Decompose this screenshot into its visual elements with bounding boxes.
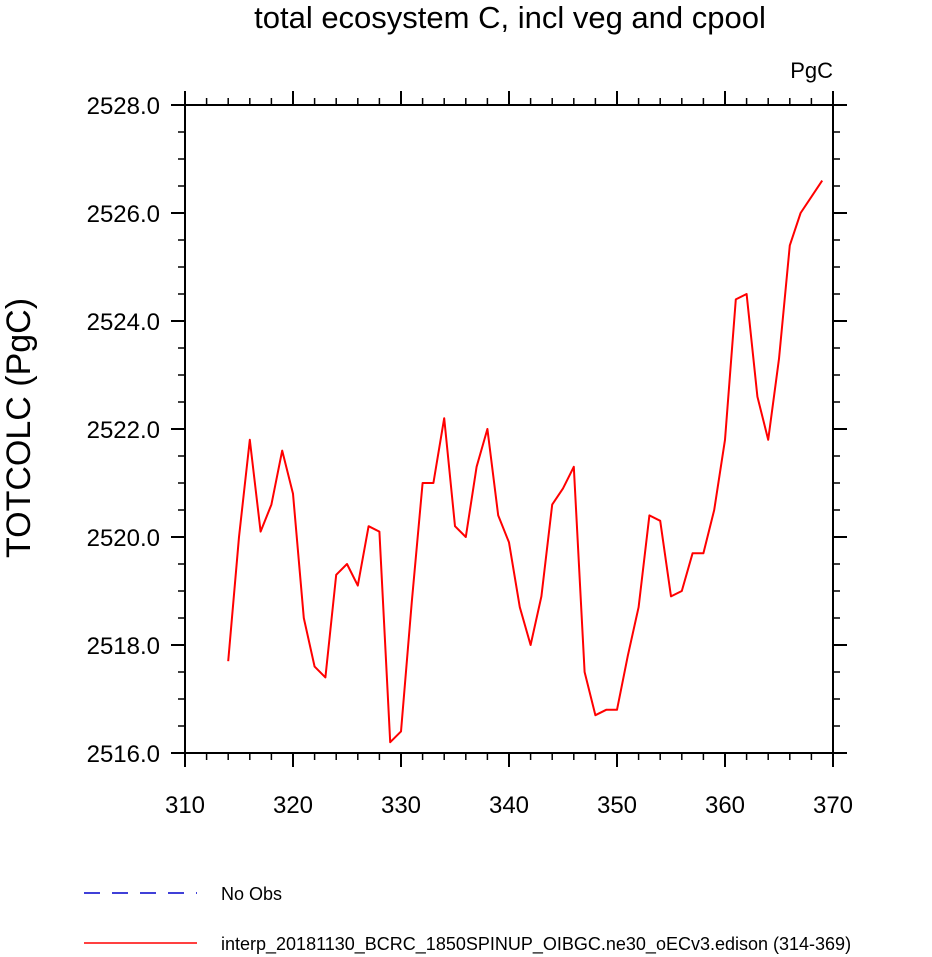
x-tick-label: 370	[813, 792, 853, 819]
legend: No Obs interp_20181130_BCRC_1850SPINUP_O…	[84, 884, 851, 955]
series-group	[227, 180, 824, 744]
legend-label-no-obs: No Obs	[221, 884, 282, 904]
x-tick-label: 310	[165, 792, 205, 819]
y-tick-label: 2520.0	[87, 525, 160, 552]
y-axis-label: TOTCOLC (PgC)	[0, 298, 38, 558]
x-axis-tick-labels: 310 320 330 340 350 360 370	[165, 792, 853, 819]
x-tick-label: 320	[273, 792, 313, 819]
y-tick-label: 2516.0	[87, 741, 160, 768]
plot-frame	[184, 104, 834, 754]
x-axis-ticks	[184, 91, 834, 767]
y-tick-label: 2518.0	[87, 633, 160, 660]
x-tick-label: 340	[489, 792, 529, 819]
x-tick-label: 350	[597, 792, 637, 819]
series-line-model-run	[227, 180, 824, 744]
y-tick-label: 2522.0	[87, 417, 160, 444]
y-tick-label: 2526.0	[87, 201, 160, 228]
y-tick-label: 2524.0	[87, 309, 160, 336]
legend-label-model-run: interp_20181130_BCRC_1850SPINUP_OIBGC.ne…	[221, 934, 851, 955]
chart-title: total ecosystem C, incl veg and cpool	[254, 0, 766, 35]
x-tick-label: 360	[705, 792, 745, 819]
y-tick-label: 2528.0	[87, 93, 160, 120]
units-label: PgC	[790, 58, 833, 83]
y-axis-tick-labels: 2516.0 2518.0 2520.0 2522.0 2524.0 2526.0 2528…	[87, 93, 160, 768]
x-tick-label: 330	[381, 792, 421, 819]
y-axis-ticks	[171, 104, 847, 754]
